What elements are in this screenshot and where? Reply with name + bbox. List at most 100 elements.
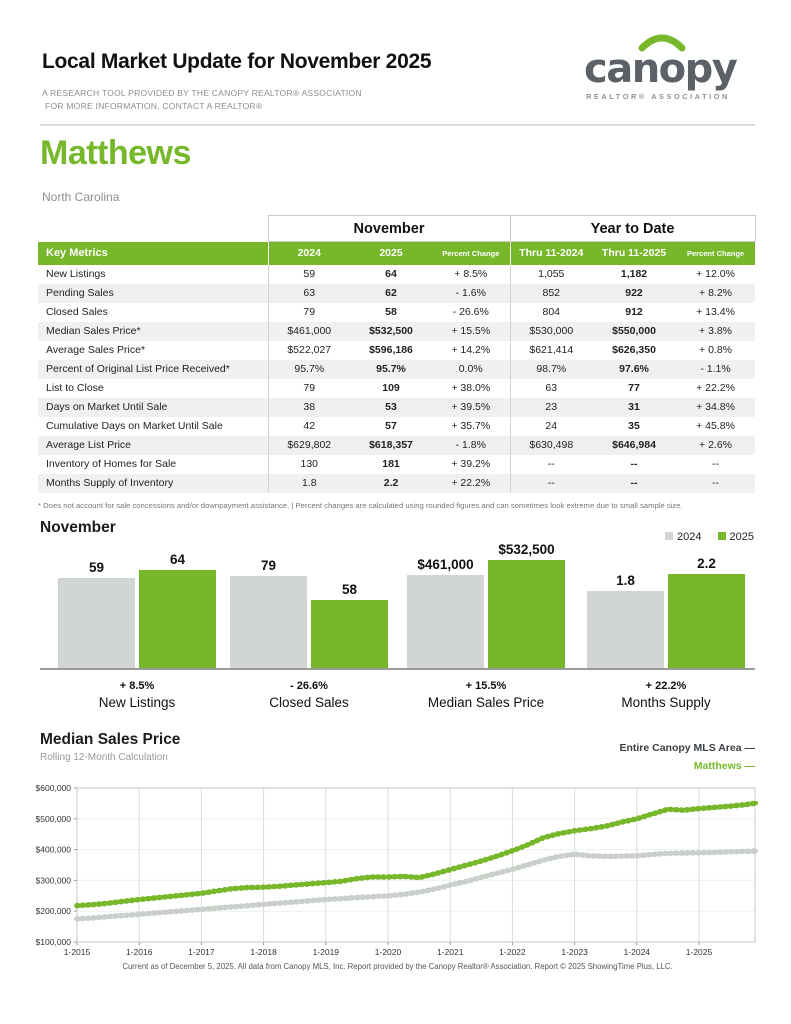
ytd-2025-value: 97.6% [592, 359, 677, 379]
bar-2025 [139, 570, 216, 668]
nov-percent-change: + 39.2% [451, 458, 491, 470]
nov-2025-value: 64 [385, 268, 397, 280]
ytd-2025-value: $646,984 [592, 435, 677, 455]
nov-percent-change: + 22.2% [432, 473, 511, 493]
bar-value-label: 79 [260, 558, 277, 573]
bar-chart-legend: 2024 2025 [665, 531, 754, 543]
bar-value-label: 64 [169, 552, 186, 567]
ytd-2024-value: 98.7% [509, 359, 593, 379]
series-line-texture [74, 800, 758, 909]
ytd-2024-value: 852 [509, 283, 593, 303]
group-percent-change: + 22.2% [645, 680, 687, 692]
table-row: Inventory of Homes for Sale 130 181 + 39.2%… [38, 454, 755, 474]
location-state: North Carolina [42, 190, 120, 204]
ytd-2025-value: $626,350 [612, 344, 656, 356]
bar-value-label: $461,000 [417, 557, 474, 572]
ytd-percent-change: + 45.8% [696, 420, 735, 432]
nov-2024-value: 130 [267, 454, 350, 474]
metric-name: List to Close [46, 382, 104, 394]
group-name: Closed Sales [269, 695, 349, 710]
bar-value-label: 58 [341, 582, 358, 597]
group-percent-change: - 26.6% [290, 680, 328, 692]
y-tick-label: $400,000 [36, 845, 71, 855]
table-row: List to Close 79 109 + 38.0% 63 77 + 22.2% [38, 378, 755, 398]
nov-2025-value: 95.7% [350, 359, 432, 379]
nov-2024-value: 79 [267, 378, 350, 398]
group-percent-change: + 15.5% [465, 680, 507, 692]
legend-item: 2025 [717, 531, 754, 543]
y-tick-label: $600,000 [36, 783, 71, 793]
ytd-percent-change: + 0.8% [699, 344, 733, 356]
table-section-header-row: November Year to Date [38, 215, 756, 242]
nov-2024-value: $461,000 [267, 321, 350, 341]
ytd-2024-value: 804 [509, 302, 593, 322]
ytd-percent-change: + 34.8% [676, 397, 756, 417]
legend-swatch-icon [717, 532, 726, 540]
y-tick-label: $300,000 [36, 875, 71, 885]
bar-2024 [230, 576, 307, 668]
bar-2024 [587, 591, 664, 668]
ytd-2025-value: 912 [625, 306, 643, 318]
line-legend-item: Matthews — [693, 760, 755, 772]
table-row: Months Supply of Inventory 1.8 2.2 + 22.2% -… [38, 473, 756, 493]
page-subtitle-line2: FOR MORE INFORMATION, CONTACT A REALTOR® [45, 101, 263, 111]
metric-name: Average List Price [38, 435, 268, 455]
bar-chart-title: November [40, 519, 116, 536]
x-tick-label: 1-2019 [313, 947, 340, 957]
y-tick-label: $500,000 [36, 814, 71, 824]
location-name: Matthews [40, 134, 191, 172]
bar-value-label: $532,500 [498, 542, 555, 557]
nov-2025-value: 53 [350, 397, 432, 417]
column-header-ytd-2024: Thru 11-2024 [509, 241, 593, 265]
series-line-texture [74, 848, 758, 922]
metric-name: Days on Market Until Sale [38, 397, 268, 417]
line-chart-title: Median Sales Price [40, 731, 181, 748]
y-tick-label: $100,000 [36, 937, 71, 947]
bar-chart-baseline [40, 668, 755, 670]
bar-2025 [668, 574, 745, 668]
ytd-2024-value: 63 [509, 378, 593, 398]
nov-percent-change: - 1.6% [432, 283, 511, 303]
column-header-ytd-pct: Percent Change [676, 241, 756, 265]
ytd-2025-value: $550,000 [592, 321, 677, 341]
ytd-percent-change: - 1.1% [676, 359, 756, 379]
nov-percent-change: - 26.6% [452, 306, 489, 318]
x-tick-label: 1-2016 [126, 947, 153, 957]
x-tick-label: 1-2018 [250, 947, 277, 957]
line-chart-subtitle: Rolling 12-Month Calculation [40, 752, 168, 763]
ytd-2025-value: 31 [592, 397, 677, 417]
ytd-2024-value: -- [509, 454, 593, 474]
table-row: Average List Price $629,802 $618,357- 1.8%… [38, 435, 756, 455]
x-tick-label: 1-2024 [624, 947, 651, 957]
ytd-2024-value: $621,414 [509, 340, 593, 360]
nov-2024-value: 79 [267, 302, 350, 322]
bar-value-label: 59 [88, 560, 105, 575]
table-row: Cumulative Days on Market Until Sale 42 57… [38, 416, 755, 436]
ytd-2024-value: -- [509, 473, 593, 493]
ytd-percent-change: + 3.8% [676, 321, 756, 341]
nov-2024-value: $522,027 [267, 340, 350, 360]
ytd-percent-change: + 13.4% [696, 306, 735, 318]
legend-item: 2024 [665, 531, 702, 543]
table-row: Percent of Original List Price Received*… [38, 359, 756, 379]
metric-name: Median Sales Price* [38, 321, 268, 341]
key-metrics-table: November Year to Date Key Metrics 2024 2025 P… [38, 215, 756, 493]
table-footnote: * Does not account for sale concessions … [38, 501, 683, 510]
canopy-logo: canopy REALTOR® ASSOCIATION [578, 34, 756, 110]
bar-chart: 59 64 + 8.5% New Listings 79 58 - 26.6% Closed … [40, 540, 755, 710]
series-line-entire-canopy-mls-area [74, 848, 758, 921]
ytd-percent-change: + 2.6% [676, 435, 756, 455]
logo-tagline: REALTOR® ASSOCIATION [586, 92, 730, 101]
metric-name: Percent of Original List Price Received* [38, 359, 268, 379]
column-header-key-metrics: Key Metrics [38, 241, 268, 265]
ytd-2024-value: 23 [509, 397, 593, 417]
ytd-2024-value: $630,498 [509, 435, 593, 455]
nov-percent-change: + 35.7% [451, 420, 491, 432]
column-header-nov-pct: Percent Change [432, 241, 511, 265]
nov-percent-change: + 8.5% [454, 268, 488, 280]
nov-2024-value: 59 [267, 264, 350, 284]
nov-percent-change: - 1.8% [432, 435, 511, 455]
ytd-percent-change: + 22.2% [696, 382, 735, 394]
section-header-ytd: Year to Date [509, 215, 756, 242]
